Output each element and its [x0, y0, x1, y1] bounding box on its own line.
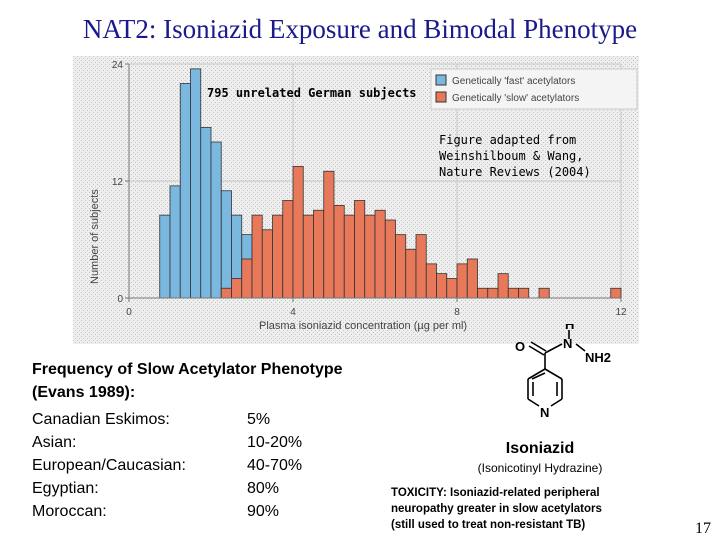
histogram-bar-slow [466, 258, 478, 299]
histogram-bar-slow [333, 204, 345, 299]
population-label: Egyptian: [32, 480, 99, 497]
population-value: 5% [247, 411, 271, 428]
x-tick-label: 8 [454, 307, 460, 318]
y-axis-label: Number of subjects [89, 189, 101, 284]
toxicity-line: TOXICITY: Isoniazid-related peripheral [391, 487, 600, 499]
population-label: Asian: [32, 434, 77, 451]
histogram-bar-slow [251, 214, 263, 299]
histogram-bar-slow [374, 209, 386, 299]
x-tick-label: 12 [615, 307, 627, 318]
isoniazid-structure-svg: O N H NH2 N [515, 317, 611, 420]
histogram-bar-slow [610, 287, 622, 299]
histogram-bar-slow [405, 248, 417, 299]
annotation-line-3: Nature Reviews (2004) [439, 165, 591, 179]
isoniazid-structure: O N H NH2 N [500, 317, 630, 444]
annotation-line-1: Figure adapted from [439, 133, 576, 147]
annotation-line-2: Weinshilboum & Wang, [439, 149, 584, 163]
histogram-bar-slow [241, 258, 253, 299]
histogram-bar-slow [343, 214, 355, 299]
histogram-bar-fast [169, 185, 181, 299]
population-label: Canadian Eskimos: [32, 411, 170, 428]
histogram-bar-slow [518, 287, 530, 299]
histogram-bar-slow [261, 229, 273, 299]
histogram-bar-slow [415, 234, 427, 299]
legend-swatch-slow [435, 91, 447, 103]
legend-frame [430, 68, 638, 110]
atom-label-nitrogen-ring: N [540, 405, 549, 420]
atom-label-nh2: NH2 [585, 350, 611, 365]
histogram-bar-slow [384, 219, 396, 299]
histogram-svg: 0 4 8 12 0 12 24 Number of subjects Plasma iso… [73, 56, 639, 344]
histogram-bar-fast [190, 68, 202, 299]
histogram-bar-slow [507, 287, 519, 299]
legend-label-slow: Genetically 'slow' acetylators [452, 93, 579, 104]
y-tick-label: 0 [117, 294, 123, 305]
histogram-bar-slow [302, 214, 314, 299]
x-tick-label: 0 [126, 307, 132, 318]
histogram-bar-fast [200, 126, 212, 299]
chart-subtitle: 795 unrelated German subjects [207, 86, 417, 100]
histogram-bar-fast [220, 190, 232, 299]
histogram-bar-slow [436, 273, 448, 299]
atom-label-hydrogen: H [565, 324, 574, 332]
population-label: European/Caucasian: [32, 457, 186, 474]
y-tick-label: 12 [112, 177, 124, 188]
population-value: 80% [247, 480, 280, 497]
population-label: Moroccan: [32, 503, 107, 520]
population-value: 40-70% [247, 457, 303, 474]
x-axis-label: Plasma isoniazid concentration (µg per m… [259, 320, 467, 332]
drug-name: Isoniazid [505, 440, 575, 457]
toxicity-note: TOXICITY: Isoniazid-related peripheral n… [391, 485, 681, 533]
histogram-bar-slow [364, 214, 376, 299]
histogram-bar-fast [179, 83, 191, 299]
toxicity-line: neuropathy greater in slow acetylators [391, 503, 602, 515]
histogram-bar-slow [497, 273, 509, 299]
y-tick-label: 24 [112, 60, 124, 71]
atom-label-oxygen: O [515, 339, 525, 354]
histogram-bar-slow [323, 170, 335, 299]
legend-swatch-fast [435, 74, 447, 86]
page-number: 17 [695, 520, 711, 537]
slide-title: NAT2: Isoniazid Exposure and Bimodal Phe… [82, 14, 638, 44]
legend-label-fast: Genetically 'fast' acetylators [452, 76, 575, 87]
histogram-bar-slow [456, 263, 468, 299]
frequency-heading-line-1: Frequency of Slow Acetylator Phenotype [32, 361, 343, 378]
histogram-bar-slow [272, 214, 284, 299]
histogram-bar-slow [538, 287, 550, 299]
histogram-bar-slow [487, 287, 499, 299]
histogram-bar-slow [446, 278, 458, 299]
frequency-heading: Frequency of Slow Acetylator Phenotype (… [32, 358, 343, 404]
histogram-bar-slow [231, 278, 243, 299]
histogram-bar-fast [159, 214, 171, 299]
population-value: 10-20% [247, 434, 303, 451]
histogram-bar-slow [354, 200, 366, 299]
histogram-bar-slow [292, 165, 304, 299]
legend: Genetically 'fast' acetylators Genetical… [430, 68, 638, 110]
histogram-bar-slow [282, 200, 294, 299]
atom-label-nitrogen-amide: N [563, 336, 572, 351]
toxicity-line: (still used to treat non-resistant TB) [391, 519, 586, 531]
histogram-bar-slow [220, 287, 232, 299]
drug-alt-name: (Isonicotinyl Hydrazine) [477, 461, 603, 475]
histogram-bar-slow [313, 209, 325, 299]
population-value: 90% [247, 503, 280, 520]
x-tick-label: 4 [290, 307, 296, 318]
histogram-bar-slow [395, 234, 407, 299]
histogram-chart: 0 4 8 12 0 12 24 Number of subjects Plasma iso… [73, 56, 639, 344]
histogram-bar-slow [425, 263, 437, 299]
frequency-heading-line-2: (Evans 1989): [32, 384, 136, 401]
histogram-bar-fast [210, 141, 222, 299]
histogram-bar-slow [477, 287, 489, 299]
